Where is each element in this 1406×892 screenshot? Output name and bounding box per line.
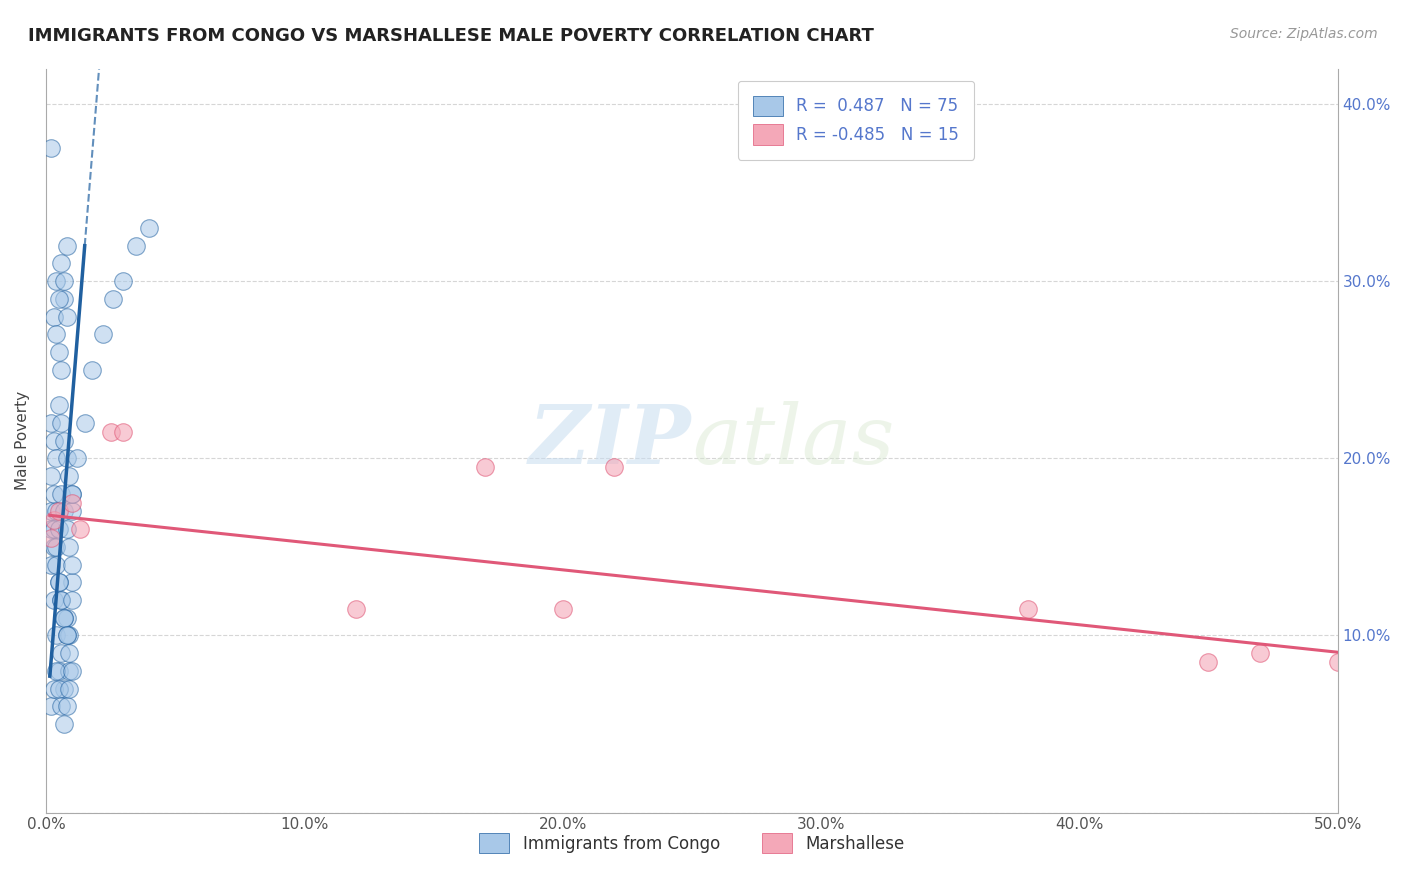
Point xyxy=(112,425,135,439)
Legend: R =  0.487   N = 75, R = -0.485   N = 15: R = 0.487 N = 75, R = -0.485 N = 15 xyxy=(738,80,974,160)
Point xyxy=(58,664,80,678)
Point xyxy=(55,628,77,642)
Point xyxy=(53,434,76,448)
Text: ZIP: ZIP xyxy=(529,401,692,481)
Point xyxy=(42,593,65,607)
Text: IMMIGRANTS FROM CONGO VS MARSHALLESE MALE POVERTY CORRELATION CHART: IMMIGRANTS FROM CONGO VS MARSHALLESE MAL… xyxy=(28,27,875,45)
Point xyxy=(60,504,83,518)
Point xyxy=(60,486,83,500)
Point xyxy=(51,362,73,376)
Point xyxy=(42,522,65,536)
Point xyxy=(45,274,67,288)
Point xyxy=(55,451,77,466)
Point xyxy=(55,610,77,624)
Point xyxy=(45,327,67,342)
Text: Source: ZipAtlas.com: Source: ZipAtlas.com xyxy=(1230,27,1378,41)
Point xyxy=(48,345,70,359)
Point xyxy=(45,504,67,518)
Point xyxy=(48,575,70,590)
Point xyxy=(53,681,76,696)
Point xyxy=(48,504,70,518)
Point xyxy=(53,292,76,306)
Point xyxy=(53,274,76,288)
Point xyxy=(58,469,80,483)
Point xyxy=(73,416,96,430)
Point xyxy=(60,664,83,678)
Point xyxy=(60,575,83,590)
Point xyxy=(60,495,83,509)
Point xyxy=(60,558,83,572)
Text: atlas: atlas xyxy=(692,401,894,481)
Point xyxy=(58,628,80,642)
Y-axis label: Male Poverty: Male Poverty xyxy=(15,391,30,490)
Point xyxy=(101,292,124,306)
Point xyxy=(125,238,148,252)
Point xyxy=(1017,602,1039,616)
Point xyxy=(1326,655,1348,669)
Point xyxy=(58,681,80,696)
Point xyxy=(55,628,77,642)
Point xyxy=(138,221,160,235)
Point xyxy=(53,504,76,518)
Point xyxy=(42,310,65,324)
Point xyxy=(39,531,62,545)
Point xyxy=(51,416,73,430)
Point xyxy=(1249,646,1271,660)
Point xyxy=(39,141,62,155)
Point xyxy=(112,274,135,288)
Point xyxy=(45,664,67,678)
Point xyxy=(51,593,73,607)
Point xyxy=(55,310,77,324)
Point xyxy=(39,699,62,714)
Point xyxy=(51,486,73,500)
Point xyxy=(551,602,574,616)
Point xyxy=(58,540,80,554)
Point xyxy=(603,460,626,475)
Point xyxy=(51,646,73,660)
Point xyxy=(474,460,496,475)
Point xyxy=(51,256,73,270)
Point xyxy=(100,425,122,439)
Point xyxy=(39,416,62,430)
Point xyxy=(48,664,70,678)
Point xyxy=(39,558,62,572)
Point xyxy=(45,558,67,572)
Point xyxy=(42,681,65,696)
Point xyxy=(55,238,77,252)
Point xyxy=(60,593,83,607)
Point xyxy=(45,451,67,466)
Point xyxy=(66,451,89,466)
Point xyxy=(42,540,65,554)
Point xyxy=(39,522,62,536)
Point xyxy=(48,398,70,412)
Point xyxy=(48,522,70,536)
Point xyxy=(91,327,114,342)
Point xyxy=(45,628,67,642)
Point xyxy=(51,593,73,607)
Point xyxy=(58,646,80,660)
Point xyxy=(55,699,77,714)
Point xyxy=(53,610,76,624)
Point xyxy=(82,362,104,376)
Point xyxy=(55,522,77,536)
Point xyxy=(42,434,65,448)
Point xyxy=(48,681,70,696)
Point xyxy=(51,699,73,714)
Point xyxy=(42,486,65,500)
Point xyxy=(344,602,367,616)
Point xyxy=(69,522,91,536)
Point xyxy=(53,610,76,624)
Point xyxy=(48,575,70,590)
Point xyxy=(48,292,70,306)
Point xyxy=(39,469,62,483)
Point xyxy=(60,486,83,500)
Point xyxy=(39,504,62,518)
Point xyxy=(42,513,65,527)
Point xyxy=(45,540,67,554)
Point xyxy=(53,717,76,731)
Point xyxy=(1198,655,1220,669)
